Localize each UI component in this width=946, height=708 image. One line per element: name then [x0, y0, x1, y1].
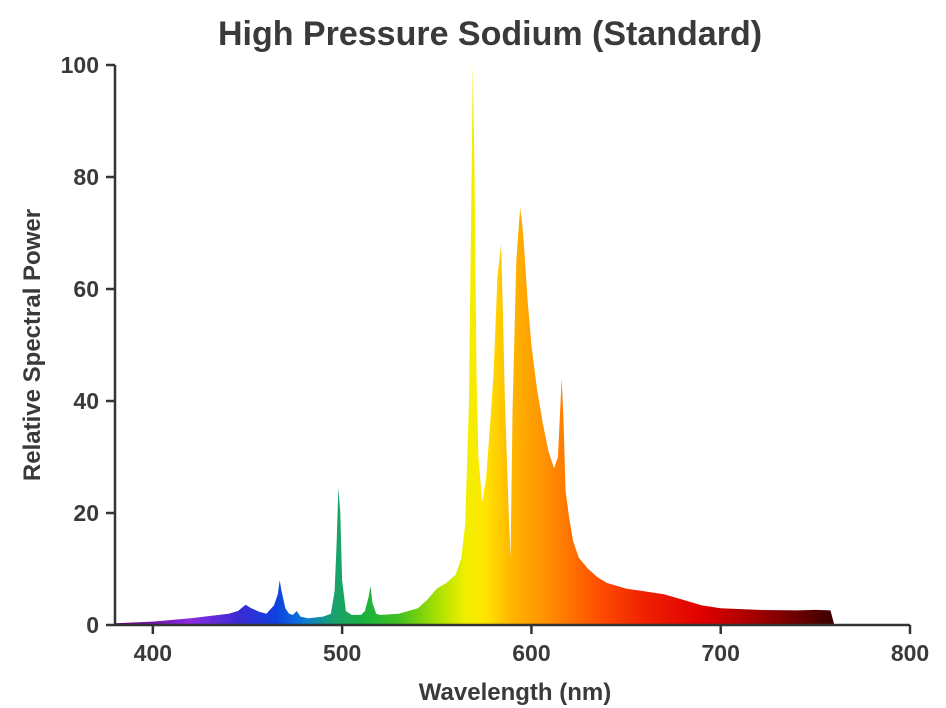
y-axis-label: Relative Spectral Power [19, 209, 46, 481]
y-tick-label: 20 [73, 500, 99, 526]
x-tick-label: 700 [702, 640, 740, 666]
x-axis: 400 500 600 700 800 [115, 623, 929, 666]
x-tick-label: 500 [323, 640, 361, 666]
x-axis-label: Wavelength (nm) [419, 679, 611, 706]
y-tick-label: 100 [61, 52, 99, 78]
spectrum-area [115, 65, 835, 625]
y-axis: 0 20 40 60 80 100 [61, 52, 117, 638]
chart-title: High Pressure Sodium (Standard) [218, 15, 762, 53]
y-tick-label: 80 [73, 164, 99, 190]
y-tick-label: 60 [73, 276, 99, 302]
x-tick-label: 800 [891, 640, 929, 666]
plot-area [115, 65, 835, 625]
y-tick-label: 40 [73, 388, 99, 414]
x-tick-label: 600 [512, 640, 550, 666]
y-tick-label: 0 [86, 612, 99, 638]
x-tick-label: 400 [134, 640, 172, 666]
